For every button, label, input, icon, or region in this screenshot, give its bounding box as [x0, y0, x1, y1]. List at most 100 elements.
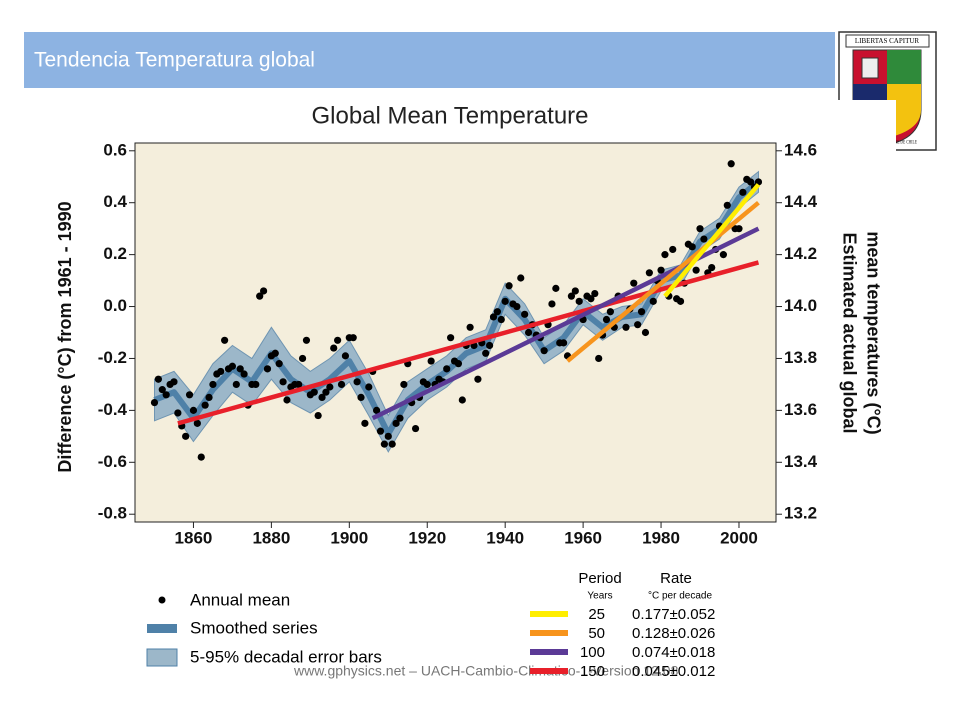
annual-dot	[634, 321, 642, 329]
period-label: 25	[588, 606, 605, 623]
annual-dot	[263, 365, 272, 373]
annual-dot	[295, 380, 303, 389]
annual-dot	[641, 328, 650, 337]
x-tick-label: 1880	[252, 528, 290, 547]
annual-dot	[150, 398, 159, 407]
legend-band	[146, 648, 178, 667]
annual-dot	[349, 334, 357, 342]
x-tick-label: 1900	[330, 528, 368, 547]
annual-dot	[372, 406, 381, 414]
legend-dot	[158, 596, 166, 604]
annual-dot	[739, 188, 747, 196]
annual-dot	[193, 419, 201, 427]
rate-label: 0.074±0.018	[632, 644, 715, 661]
annual-dot	[567, 292, 576, 300]
annual-dot	[474, 375, 482, 383]
annual-dot	[314, 411, 322, 420]
annual-dot	[676, 297, 685, 305]
logo-motto: LIBERTAS CAPITUR	[855, 37, 919, 45]
table-subheader: °C per decade	[648, 591, 712, 602]
annual-dot	[575, 297, 583, 305]
y2-tick-label: 14.2	[784, 244, 817, 263]
annual-dot	[482, 349, 490, 357]
logo: LIBERTAS CAPITUR UNIVERSIDAD AUSTRAL DE …	[838, 31, 937, 151]
annual-dot	[521, 310, 529, 318]
annual-dot	[692, 266, 700, 274]
legend-line	[147, 624, 177, 633]
annual-dot	[602, 315, 611, 324]
annual-dot	[283, 396, 291, 404]
annual-dot	[376, 427, 385, 435]
annual-dot	[657, 266, 665, 274]
y2-axis-label: mean temperatures (°C)	[863, 231, 883, 434]
trend-line	[566, 200, 760, 363]
rate-label: 0.177±0.052	[632, 606, 715, 623]
annual-dot	[688, 243, 696, 251]
y2-tick-label: 13.8	[784, 348, 817, 367]
annual-dot	[661, 251, 669, 259]
x-tick-label: 1960	[564, 528, 602, 547]
annual-dot	[587, 295, 595, 303]
x-tick-label: 2000	[720, 528, 758, 547]
annual-dot	[353, 378, 361, 386]
annual-dot	[700, 235, 708, 243]
annual-dot	[454, 360, 463, 368]
footer: www.gphysics.net – UACH-Cambio-Climatico…	[293, 663, 679, 679]
annual-dot	[489, 313, 498, 321]
annual-dot	[485, 341, 494, 350]
annual-dot	[396, 414, 404, 422]
x-tick-label: 1940	[486, 528, 524, 547]
annual-dot	[622, 323, 630, 331]
annual-dot	[337, 380, 346, 389]
y-tick-label: 0.2	[103, 244, 127, 263]
annual-dot	[735, 225, 743, 233]
annual-dot	[727, 160, 735, 168]
annual-dot	[259, 287, 268, 295]
annual-dot	[696, 225, 704, 233]
y-tick-label: 0.4	[103, 192, 127, 211]
annual-dot	[540, 347, 548, 355]
annual-dot	[252, 380, 260, 389]
annual-dot	[221, 336, 229, 344]
annual-dot	[560, 339, 568, 347]
legend-label: 5-95% decadal error bars	[190, 647, 382, 666]
annual-dot	[443, 365, 451, 373]
x-tick-label: 1920	[408, 528, 446, 547]
y2-axis-label: Estimated actual global	[839, 232, 859, 433]
annual-dot	[384, 432, 392, 440]
annual-dot	[645, 269, 653, 277]
legend-label: Annual mean	[190, 590, 290, 609]
annual-dot	[388, 440, 396, 448]
annual-dot	[271, 349, 279, 357]
annual-dot	[423, 380, 431, 389]
annual-dot	[493, 308, 501, 316]
legend-label: Smoothed series	[190, 618, 318, 637]
period-label: 100	[580, 644, 605, 661]
y2-tick-label: 14.6	[784, 140, 817, 159]
rate-label: 0.128±0.026	[632, 625, 715, 642]
annual-dot	[649, 297, 657, 305]
y2-tick-label: 14.0	[784, 296, 817, 315]
annual-dot	[447, 334, 455, 342]
annual-dot	[505, 282, 513, 290]
annual-dot	[501, 297, 509, 305]
annual-dot	[427, 357, 435, 365]
annual-dot	[158, 386, 166, 394]
annual-dot	[380, 440, 388, 448]
annual-dot	[185, 391, 194, 399]
slide-title: Tendencia Temperatura global	[34, 49, 315, 72]
rate-label: 0.045±0.012	[632, 663, 715, 680]
annual-dot	[162, 391, 170, 399]
y-tick-label: -0.2	[98, 348, 127, 367]
annual-dot	[595, 354, 603, 363]
annual-dot	[513, 302, 521, 311]
y-tick-label: 0.0	[103, 296, 127, 315]
period-label: 50	[588, 625, 605, 642]
annual-dot	[232, 380, 240, 389]
annual-dot	[552, 284, 560, 292]
annual-dot	[591, 289, 599, 298]
annual-dot	[322, 388, 330, 396]
annual-dot	[302, 336, 311, 344]
plot-area	[134, 142, 777, 523]
